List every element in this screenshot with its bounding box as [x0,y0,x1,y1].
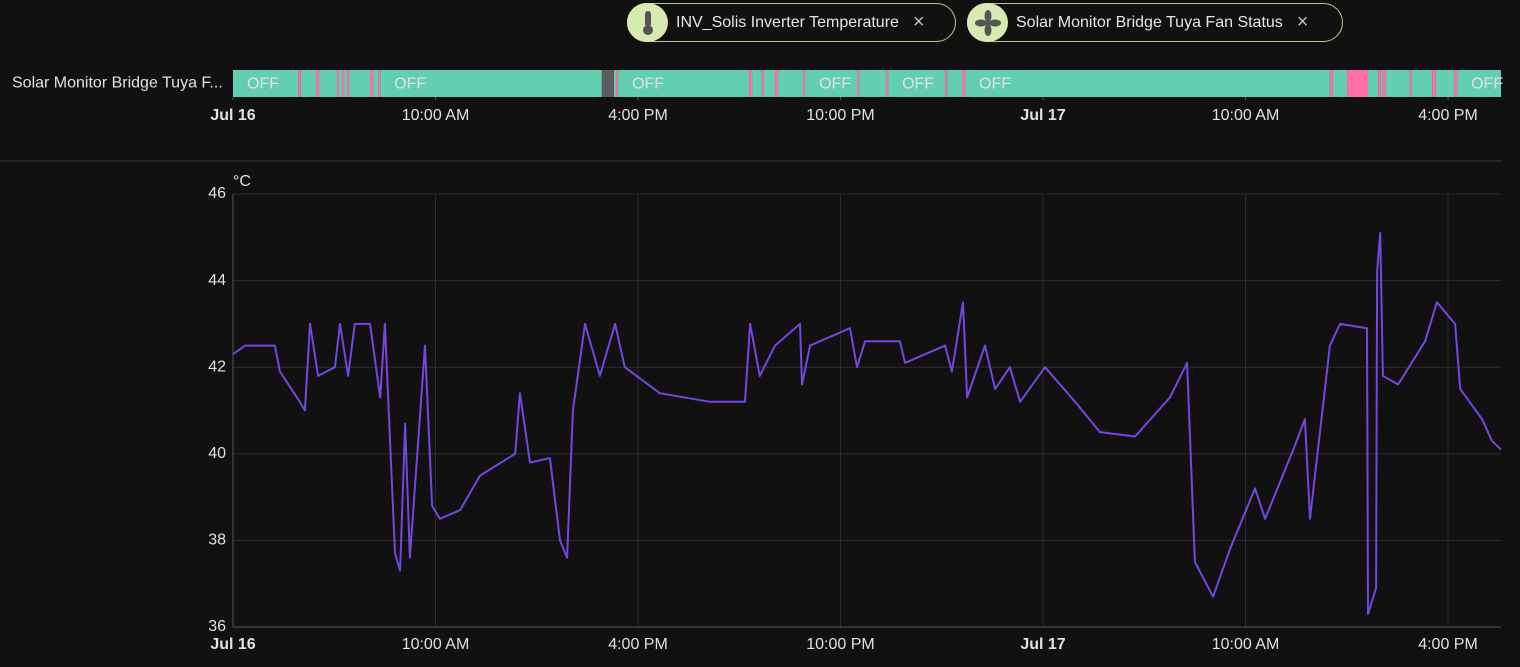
y-unit-label: °C [233,173,251,190]
state-segment [300,70,317,97]
x-tick-label: Jul 16 [210,107,255,124]
state-segment [752,70,762,97]
x-tick-label: 4:00 PM [1418,107,1478,124]
state-segment [1454,70,1458,97]
entity-chip[interactable]: INV_Solis Inverter Temperature × [627,3,956,42]
state-segment [319,70,337,97]
x-tick-label: 10:00 PM [806,636,874,653]
y-tick-label: 36 [208,618,226,635]
state-segment [749,70,753,97]
state-segment [601,70,615,97]
y-tick-label: 44 [208,272,226,289]
x-tick-label: 10:00 AM [1212,107,1280,124]
state-label: OFF [1471,76,1503,93]
y-tick-label: 38 [208,532,226,549]
state-segment [349,70,371,97]
state-segment [616,70,619,97]
chip-label: INV_Solis Inverter Temperature [676,13,899,31]
state-segment [1382,70,1386,97]
state-segment [378,70,381,97]
state-segment [370,70,374,97]
state-segment [886,70,889,97]
state-segment [888,70,946,97]
fan-icon [967,3,1008,42]
remove-button[interactable]: × [1296,11,1309,33]
state-segment [945,70,948,97]
state-segment [614,70,617,97]
state-segment [1378,70,1381,97]
thermometer-icon [627,3,668,42]
state-segment [1380,70,1383,97]
state-label: OFF [819,76,851,93]
state-segment [336,70,339,97]
state-segment [380,70,602,97]
state-segment [233,70,299,97]
state-segment [373,70,379,97]
state-segment [338,70,343,97]
state-label: OFF [902,76,934,93]
state-segment [1347,70,1369,97]
state-segment [857,70,860,97]
x-tick-label: 4:00 PM [608,636,668,653]
state-segment [775,70,779,97]
state-segment [947,70,963,97]
state-segment [859,70,887,97]
state-segment [347,70,350,97]
y-tick-label: 42 [208,358,226,375]
state-segment [1332,70,1348,97]
x-tick-label: 10:00 AM [1212,636,1280,653]
x-tick-label: 10:00 AM [402,107,470,124]
state-segment [1409,70,1412,97]
state-segment [1368,70,1379,97]
state-segment [342,70,345,97]
row-label: Solar Monitor Bridge Tuya F... [12,75,223,92]
state-segment [316,70,320,97]
x-tick-label: Jul 17 [1020,636,1065,653]
state-segment [761,70,764,97]
x-tick-label: 4:00 PM [1418,636,1478,653]
state-label: OFF [979,76,1011,93]
remove-button[interactable]: × [912,11,925,33]
state-segment [778,70,804,97]
x-tick-label: 10:00 AM [402,636,470,653]
x-tick-label: Jul 16 [210,636,255,653]
x-tick-label: 10:00 PM [806,107,874,124]
state-segment [1432,70,1436,97]
state-segment [1457,70,1501,97]
state-segment [763,70,776,97]
state-segment [618,70,750,97]
state-segment [1411,70,1433,97]
chip-label: Solar Monitor Bridge Tuya Fan Status [1016,13,1283,31]
state-label: OFF [632,76,664,93]
state-label: OFF [394,76,426,93]
state-segment [298,70,301,97]
state-segment [803,70,806,97]
y-tick-label: 46 [208,185,226,202]
y-tick-label: 40 [208,445,226,462]
state-segment [344,70,348,97]
x-tick-label: 4:00 PM [608,107,668,124]
entity-chip[interactable]: Solar Monitor Bridge Tuya Fan Status × [967,3,1343,42]
state-label: OFF [247,76,279,93]
state-segment [1329,70,1333,97]
temperature-line [232,232,1502,615]
state-segment [962,70,966,97]
state-segment [805,70,858,97]
state-segment [1385,70,1410,97]
state-segment [965,70,1330,97]
state-segment [1435,70,1455,97]
x-tick-label: Jul 17 [1020,107,1065,124]
